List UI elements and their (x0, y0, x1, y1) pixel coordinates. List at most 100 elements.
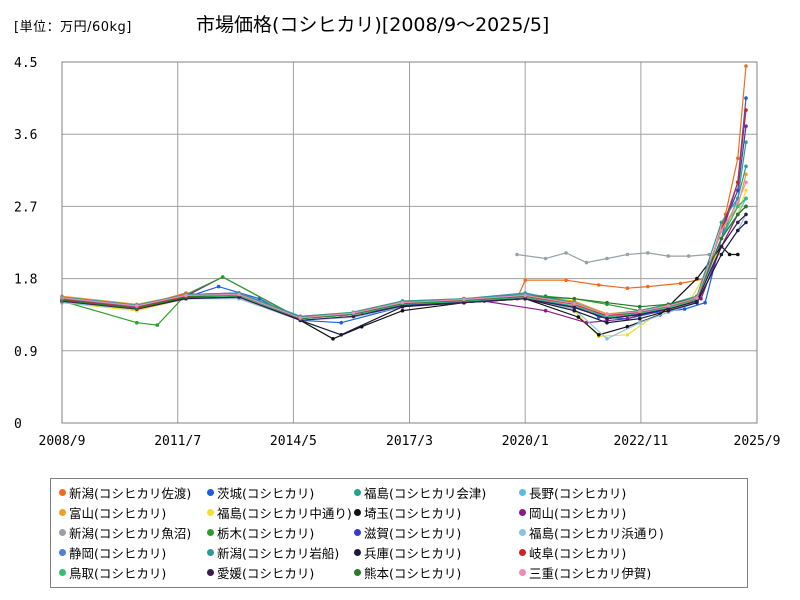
legend-label: 滋賀(コシヒカリ) (364, 525, 462, 541)
data-point (744, 212, 748, 217)
legend-item: 新潟(コシヒカリ佐渡) (55, 483, 203, 502)
data-point (695, 296, 699, 300)
series-10 (60, 124, 748, 321)
data-point (744, 180, 748, 185)
legend-label: 岡山(コシヒカリ) (529, 505, 627, 521)
legend-marker (519, 488, 526, 496)
y-tick-label: 0.9 (14, 345, 37, 360)
legend-label: 岐阜(コシヒカリ) (529, 545, 627, 561)
x-tick-label: 2011/7 (154, 434, 201, 449)
data-point (572, 296, 577, 301)
data-point (744, 204, 748, 209)
data-point (523, 293, 527, 298)
x-axis: 2008/9 2011/7 2014/5 2017/3 2020/1 2022/11 202… (39, 434, 781, 449)
data-point (339, 320, 344, 325)
legend-marker (207, 508, 214, 516)
data-point (727, 252, 732, 257)
series-layer (60, 64, 748, 341)
x-tick-label: 2020/1 (502, 434, 549, 449)
data-point (646, 284, 650, 289)
legend-item: 新潟(コシヒカリ魚沼) (55, 523, 203, 542)
series-19 (60, 180, 748, 320)
data-point (637, 309, 642, 314)
legend-item: 兵庫(コシヒカリ) (350, 543, 515, 562)
series-8 (515, 251, 711, 265)
series-line (61, 166, 747, 317)
series-15 (60, 108, 748, 321)
data-point (564, 278, 568, 283)
legend-marker (519, 548, 526, 556)
legend-item: 福島(コシヒカリ浜通り) (515, 523, 665, 542)
line-chart: 0 0.9 1.8 2.7 3.6 4.5 2008/9 2011/7 2014/5 2017/… (14, 56, 781, 449)
series-0 (60, 64, 748, 319)
legend-marker (354, 528, 361, 536)
legend-label: 熊本(コシヒカリ) (364, 565, 462, 581)
legend-item: 福島(コシヒカリ会津) (350, 483, 515, 502)
legend-label: 新潟(コシヒカリ佐渡) (69, 485, 192, 501)
data-point (744, 188, 748, 193)
series-17 (60, 212, 748, 323)
data-point (237, 295, 241, 299)
data-point (543, 308, 548, 313)
data-point (666, 254, 671, 258)
data-point (523, 296, 527, 301)
legend-row: 鳥取(コシヒカリ) 愛媛(コシヒカリ) 熊本(コシヒカリ) 三重(コシヒカリ伊賀) (55, 562, 747, 582)
legend-label: 福島(コシヒカリ会津) (364, 485, 487, 501)
legend-label: 福島(コシヒカリ浜通り) (529, 525, 664, 541)
data-point (678, 281, 683, 286)
series-line (516, 252, 710, 264)
data-point (220, 275, 225, 279)
x-tick-label: 2008/9 (39, 434, 86, 449)
data-point (572, 305, 577, 310)
data-point (400, 300, 405, 305)
data-point (744, 172, 748, 177)
data-point (331, 337, 335, 341)
series-line (61, 182, 747, 319)
data-point (637, 304, 642, 309)
grid-lines (62, 62, 757, 423)
legend-marker (207, 568, 214, 576)
series-6 (60, 244, 740, 341)
legend-item: 富山(コシヒカリ) (55, 503, 203, 522)
series-line (61, 174, 747, 317)
data-point (703, 300, 707, 305)
legend-label: 兵庫(コシヒカリ) (364, 545, 462, 561)
legend-label: 三重(コシヒカリ伊賀) (529, 565, 652, 581)
legend-item: 茨城(コシヒカリ) (203, 483, 350, 502)
data-point (682, 307, 687, 311)
data-point (597, 283, 601, 287)
series-2 (60, 140, 748, 319)
legend-item: 栃木(コシヒカリ) (203, 523, 350, 542)
data-point (298, 316, 303, 320)
y-tick-label: 0 (14, 417, 22, 432)
data-point (605, 337, 609, 341)
legend-marker (59, 568, 66, 576)
data-point (736, 212, 740, 217)
data-point (744, 96, 748, 100)
data-point (699, 296, 703, 301)
legend-label: 新潟(コシヒカリ岩船) (217, 545, 340, 561)
legend-label: 埼玉(コシヒカリ) (364, 505, 462, 521)
data-point (605, 256, 609, 261)
series-1 (60, 96, 748, 325)
data-point (543, 256, 548, 261)
data-point (736, 252, 740, 257)
data-point (605, 316, 609, 321)
legend-marker (354, 548, 361, 556)
data-point (736, 200, 740, 205)
legend-item: 熊本(コシヒカリ) (350, 563, 515, 582)
legend-marker (354, 488, 361, 496)
y-tick-label: 1.8 (14, 273, 37, 288)
data-point (625, 324, 630, 329)
data-point (216, 284, 221, 289)
legend-label: 富山(コシヒカリ) (69, 505, 167, 521)
legend-item: 長野(コシヒカリ) (515, 483, 665, 502)
data-point (584, 260, 589, 265)
data-point (625, 252, 630, 257)
series-line (61, 65, 747, 318)
legend-marker (354, 508, 361, 516)
data-point (719, 236, 724, 241)
legend: 新潟(コシヒカリ佐渡) 茨城(コシヒカリ) 福島(コシヒカリ会津) 長野(コシヒカリ)… (50, 478, 748, 588)
legend-item: 埼玉(コシヒカリ) (350, 503, 515, 522)
data-point (135, 304, 139, 308)
